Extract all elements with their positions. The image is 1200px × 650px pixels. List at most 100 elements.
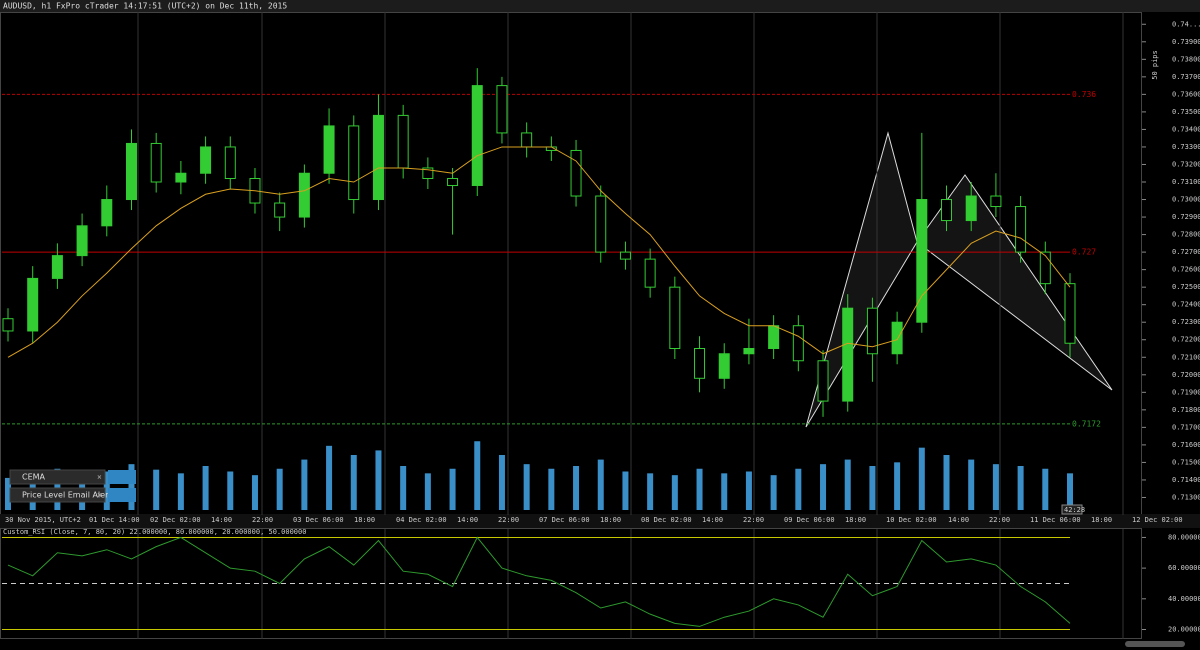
- x-tick-label: 11 Dec 06:00: [1030, 516, 1081, 524]
- candle-body: [718, 353, 730, 379]
- volume-bar: [869, 466, 876, 510]
- y-tick-label: 0.72500: [1172, 283, 1200, 291]
- y-tick-label: 0.73600: [1172, 90, 1200, 98]
- x-tick-label: 22:00: [989, 516, 1010, 524]
- candle-body: [76, 225, 88, 257]
- y-tick-label: 0.72800: [1172, 231, 1200, 239]
- candle-body: [274, 202, 286, 218]
- volume-bar: [721, 473, 728, 510]
- x-tick-label: 09 Dec 06:00: [784, 516, 835, 524]
- candle-body: [669, 286, 681, 350]
- candle-body: [817, 360, 829, 402]
- x-tick-label: 14:00: [211, 516, 232, 524]
- volume-bar: [597, 459, 604, 510]
- volume-bar: [375, 450, 382, 510]
- x-tick-label: 02 Dec 02:00: [150, 516, 201, 524]
- y-tick-label: 0.71400: [1172, 476, 1200, 484]
- volume-bar: [795, 468, 802, 510]
- y-tick-label: 0.71900: [1172, 388, 1200, 396]
- y-tick-label: 0.74...: [1172, 20, 1200, 28]
- candle-body: [916, 199, 928, 323]
- current-time: 42:28: [1064, 506, 1085, 514]
- volume-bar: [968, 459, 975, 510]
- volume-bar: [745, 471, 752, 510]
- x-tick-label: 22:00: [498, 516, 519, 524]
- volume-bar: [227, 471, 234, 510]
- candle-body: [397, 114, 409, 169]
- run-button[interactable]: [108, 470, 136, 484]
- y-tick-label: 0.71300: [1172, 493, 1200, 501]
- candle-body: [51, 255, 63, 279]
- x-tick-label: 18:00: [1091, 516, 1112, 524]
- rsi-title: Custom_RSI (Close, 7, 80, 20) 22.000000,…: [3, 528, 306, 536]
- candle-body: [447, 177, 459, 187]
- volume-bar: [498, 455, 505, 510]
- volume-bar: [820, 464, 827, 510]
- y-tick-label: 0.72300: [1172, 318, 1200, 326]
- candle-body: [570, 149, 582, 197]
- candle-body: [298, 172, 310, 218]
- volume-bar: [548, 468, 555, 510]
- volume-bar: [326, 445, 333, 510]
- rsi-tick-label: 40.000000: [1168, 595, 1200, 603]
- time-axis: [0, 514, 1200, 528]
- y-tick-label: 0.73700: [1172, 73, 1200, 81]
- candle-body: [348, 125, 360, 201]
- candle-body: [323, 125, 335, 174]
- x-tick-label: 08 Dec 02:00: [641, 516, 692, 524]
- title-bar: [0, 0, 1200, 12]
- candle-body: [27, 277, 39, 332]
- time-badge: [1061, 504, 1083, 515]
- scrollbar[interactable]: [1125, 641, 1185, 647]
- x-tick-label: 03 Dec 06:00: [293, 516, 344, 524]
- volume-bar: [894, 462, 901, 510]
- candle-body: [150, 142, 162, 183]
- volume-bar: [770, 475, 777, 510]
- volume-bar: [449, 468, 456, 510]
- x-tick-label: 01 Dec 14:00: [89, 516, 140, 524]
- y-tick-label: 0.72600: [1172, 266, 1200, 274]
- candle-body: [941, 199, 953, 222]
- x-tick-label: 18:00: [354, 516, 375, 524]
- x-tick-label: 04 Dec 02:00: [396, 516, 447, 524]
- pips-label: 50 pips: [1151, 50, 1159, 80]
- candle-body: [990, 195, 1002, 208]
- run-button[interactable]: [108, 488, 136, 502]
- candle-body: [891, 321, 903, 355]
- volume-bar: [301, 459, 308, 510]
- candle-body: [521, 132, 533, 148]
- y-tick-label: 0.71700: [1172, 423, 1200, 431]
- candle-body: [595, 195, 607, 253]
- y-tick-label: 0.73800: [1172, 55, 1200, 63]
- indicator-name: CEMA: [22, 473, 46, 482]
- candle-body: [1064, 283, 1076, 344]
- candle-body: [224, 146, 236, 179]
- candle-body: [200, 146, 212, 174]
- price-level-label: 0.736: [1072, 90, 1096, 99]
- harmonic-pattern: [805, 131, 1113, 428]
- y-tick-label: 0.72200: [1172, 336, 1200, 344]
- y-tick-label: 0.73000: [1172, 196, 1200, 204]
- candle-body: [866, 307, 878, 355]
- x-tick-label: 14:00: [702, 516, 723, 524]
- candle-body: [372, 114, 384, 201]
- rsi-tick-label: 60.000000: [1168, 564, 1200, 572]
- indicator-name: Price Level Email Alert: [22, 491, 112, 500]
- volume-bar: [424, 473, 431, 510]
- y-tick-label: 0.71500: [1172, 458, 1200, 466]
- price-level-label: 0.727: [1072, 248, 1096, 257]
- y-tick-label: 0.72700: [1172, 248, 1200, 256]
- candle-body: [694, 348, 706, 379]
- close-x: ×: [97, 473, 102, 482]
- x-tick-label: 10 Dec 02:00: [886, 516, 937, 524]
- y-tick-label: 0.72900: [1172, 213, 1200, 221]
- window-title: AUDUSD, h1 FxPro cTrader 14:17:51 (UTC+2…: [3, 2, 287, 11]
- x-tick-label: 22:00: [252, 516, 273, 524]
- ema-line: [7, 146, 1071, 358]
- candle-body: [619, 251, 631, 260]
- y-tick-label: 0.73400: [1172, 125, 1200, 133]
- volume-bar: [1067, 473, 1073, 510]
- indicator-chip: [9, 487, 106, 503]
- volume-bar: [128, 464, 135, 510]
